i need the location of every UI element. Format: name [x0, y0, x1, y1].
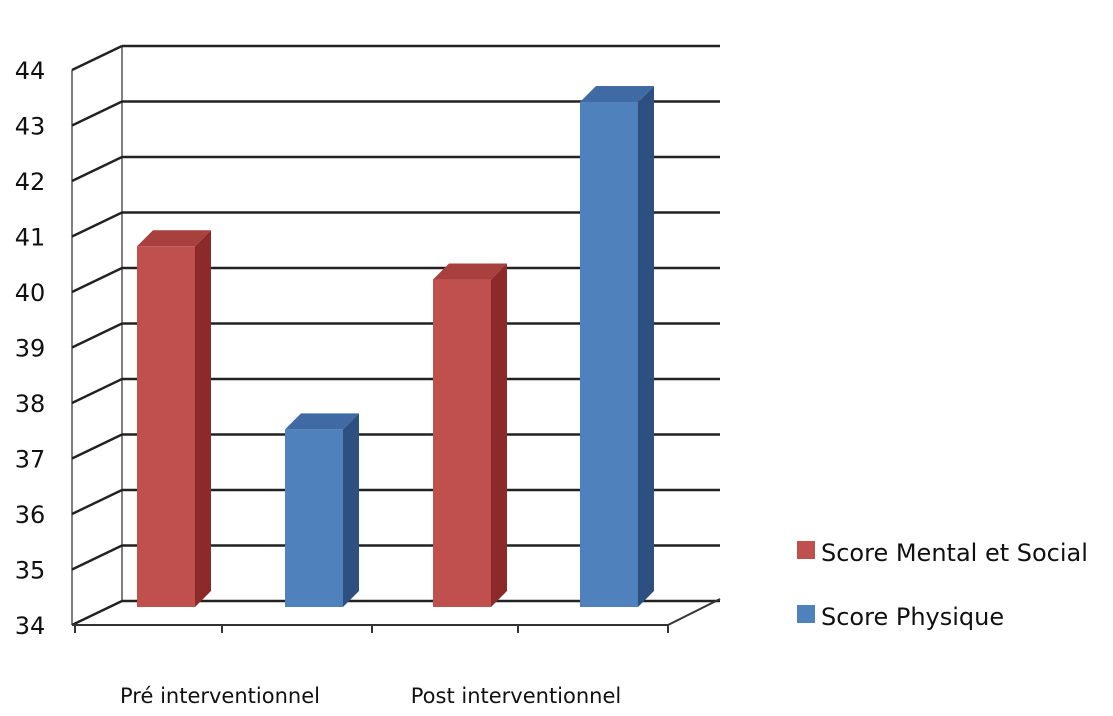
y-tick-label: 40: [15, 279, 46, 307]
y-tick-label: 36: [15, 501, 46, 529]
legend-label: Score Mental et Social: [821, 539, 1088, 567]
gridline-side: [71, 377, 123, 405]
y-tick-label: 42: [15, 168, 46, 196]
x-category-label: Pré interventionnel: [120, 684, 320, 708]
x-category-labels: Pré interventionnel Post interventionnel: [120, 684, 621, 708]
bar-front: [580, 101, 638, 607]
axes: [72, 598, 721, 633]
gridline-side: [71, 322, 123, 349]
bar-front: [285, 429, 343, 607]
gridline-side: [71, 433, 123, 460]
legend-swatch: [797, 541, 815, 559]
bar-side: [343, 413, 359, 607]
bar-top: [137, 230, 211, 247]
y-tick-label: 43: [15, 113, 46, 141]
bar: [285, 413, 359, 607]
y-tick-label: 41: [15, 224, 46, 252]
gridline-side: [71, 599, 123, 627]
legend: Score Mental et Social Score Physique: [797, 539, 1088, 631]
legend-entry: Score Mental et Social: [797, 539, 1088, 567]
gridline-side: [71, 266, 123, 294]
bar: [433, 263, 507, 607]
y-tick-label: 37: [15, 446, 46, 474]
bar-top: [580, 85, 654, 102]
legend-label: Score Physique: [821, 603, 1004, 631]
bar-side: [491, 263, 507, 607]
bar: [137, 230, 211, 607]
y-tick-label: 39: [15, 335, 46, 363]
gridline-side: [71, 488, 123, 516]
bar-side: [195, 230, 211, 607]
y-tick-label: 44: [15, 57, 46, 85]
bar: [580, 85, 654, 607]
bar-front: [433, 279, 491, 607]
floor-edge: [667, 598, 721, 626]
bar-front: [137, 246, 195, 607]
gridline-side: [71, 211, 123, 238]
gridline-side: [71, 44, 123, 72]
bar-side: [638, 85, 654, 607]
legend-swatch: [797, 605, 815, 623]
y-tick-label: 35: [15, 557, 46, 585]
x-category-label: Post interventionnel: [411, 684, 622, 708]
gridline-side: [71, 155, 123, 183]
y-tick-label: 38: [15, 390, 46, 418]
y-tick-label: 34: [15, 612, 46, 640]
bars: [137, 85, 654, 607]
legend-entry: Score Physique: [797, 603, 1004, 631]
y-tick-labels: 34 35 36 37 38 39 40 41 42 43 44: [15, 57, 46, 640]
gridline-side: [71, 100, 123, 127]
bar-top: [285, 413, 359, 430]
gridline-side: [71, 544, 123, 571]
bar-top: [433, 263, 507, 280]
